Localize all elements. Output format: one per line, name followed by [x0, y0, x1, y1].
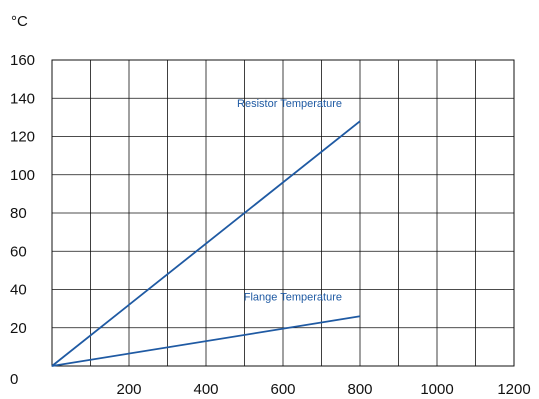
series-label: Flange Temperature [244, 291, 342, 303]
series-label: Resistor Temperature [237, 98, 342, 110]
series-labels: Resistor Temperature Flange Temperature [237, 98, 342, 303]
series [51, 120, 361, 367]
y-tick-label: 140 [10, 90, 35, 107]
y-unit-label: °C [11, 13, 28, 30]
y-tick-label: 40 [10, 282, 27, 299]
y-tick-label: 80 [10, 205, 27, 222]
plot-frame [51, 59, 515, 367]
series-line [51, 315, 361, 367]
y-tick-label: 160 [10, 52, 35, 69]
grid [52, 60, 514, 366]
x-tick-label: 400 [193, 381, 218, 398]
y-tick-label: 20 [10, 320, 27, 337]
x-tick-label: 800 [347, 381, 372, 398]
x-tick-label: 200 [116, 381, 141, 398]
y-tick-label: 0 [10, 371, 18, 388]
series-line [51, 120, 361, 367]
y-tick-label: 120 [10, 129, 35, 146]
x-tick-label: 600 [270, 381, 295, 398]
x-axis-ticks: 200 400 600 800 1000 1200 [116, 381, 530, 398]
x-tick-label: 1000 [420, 381, 453, 398]
x-tick-label: 1200 [497, 381, 530, 398]
y-tick-label: 100 [10, 167, 35, 184]
y-tick-label: 60 [10, 243, 27, 260]
y-axis-ticks: 0 20 40 60 80 100 120 140 160 [10, 52, 35, 388]
